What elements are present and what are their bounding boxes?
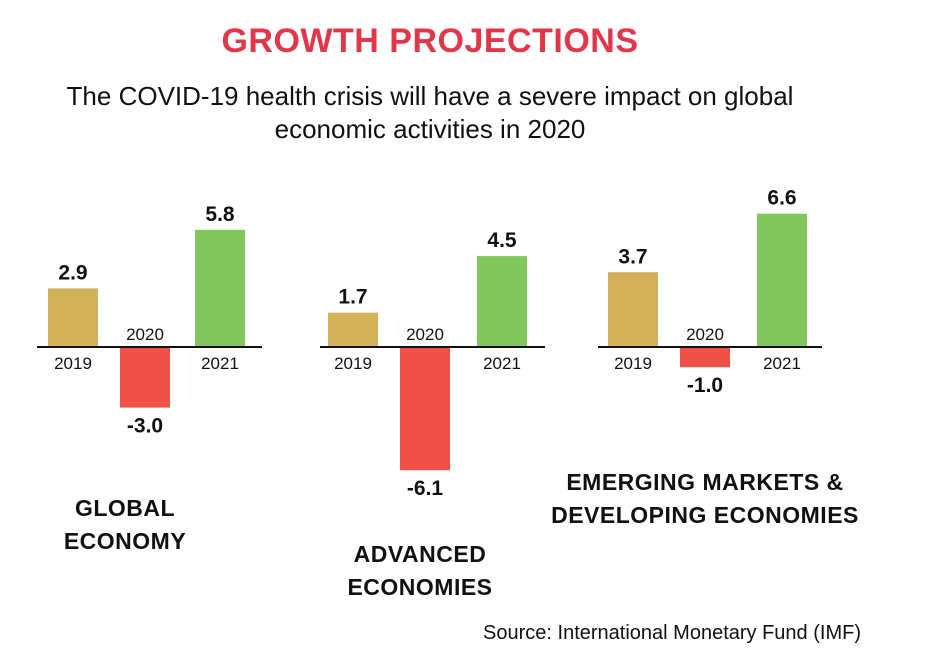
panel-label-global-line1: GLOBAL <box>74 495 176 521</box>
panel-label-global-line2: ECONOMY <box>63 528 187 554</box>
chart-subtitle: The COVID-19 health crisis will have a s… <box>66 81 794 144</box>
value-label-emerging-2019: 3.7 <box>618 245 647 268</box>
value-label-advanced-2019: 1.7 <box>338 286 367 309</box>
bar-emerging-2021 <box>757 213 807 347</box>
year-label-emerging-2020: 2020 <box>686 325 724 344</box>
panel-label-emerging-line1: EMERGING MARKETS & <box>566 469 844 495</box>
bar-advanced-2019 <box>328 312 378 347</box>
bar-global-2020 <box>120 347 170 408</box>
panel-label-advanced-line2: ECONOMIES <box>347 574 493 600</box>
bar-global-2019 <box>48 288 98 347</box>
panel-label-advanced-line1: ADVANCED <box>353 541 487 567</box>
year-label-advanced-2021: 2021 <box>483 354 521 373</box>
source-note: Source: International Monetary Fund (IMF… <box>483 622 861 644</box>
value-label-global-2021: 5.8 <box>205 203 235 226</box>
year-label-emerging-2021: 2021 <box>763 354 801 373</box>
value-label-emerging-2021: 6.6 <box>767 187 796 210</box>
panel-label-emerging-line2: DEVELOPING ECONOMIES <box>551 502 859 528</box>
year-label-emerging-2019: 2019 <box>614 354 652 373</box>
value-label-advanced-2020: -6.1 <box>407 477 444 500</box>
panel-label-advanced: ADVANCED ECONOMIES <box>330 538 510 604</box>
chart-title: GROWTH PROJECTIONS <box>221 22 639 60</box>
value-label-advanced-2021: 4.5 <box>487 229 517 252</box>
bar-global-2021 <box>195 229 245 347</box>
value-label-global-2020: -3.0 <box>127 415 163 438</box>
year-label-global-2020: 2020 <box>126 325 164 344</box>
panel-label-global: GLOBAL ECONOMY <box>40 492 210 558</box>
value-label-global-2019: 2.9 <box>58 261 87 284</box>
bar-advanced-2021 <box>477 256 527 347</box>
panel-label-emerging: EMERGING MARKETS & DEVELOPING ECONOMIES <box>525 466 885 532</box>
bar-emerging-2020 <box>680 347 730 368</box>
value-label-emerging-2020: -1.0 <box>687 374 723 397</box>
year-label-global-2021: 2021 <box>201 354 239 373</box>
bar-emerging-2019 <box>608 272 658 347</box>
year-label-global-2019: 2019 <box>54 354 92 373</box>
bar-advanced-2020 <box>400 347 450 471</box>
year-label-advanced-2019: 2019 <box>334 354 372 373</box>
year-label-advanced-2020: 2020 <box>406 325 444 344</box>
